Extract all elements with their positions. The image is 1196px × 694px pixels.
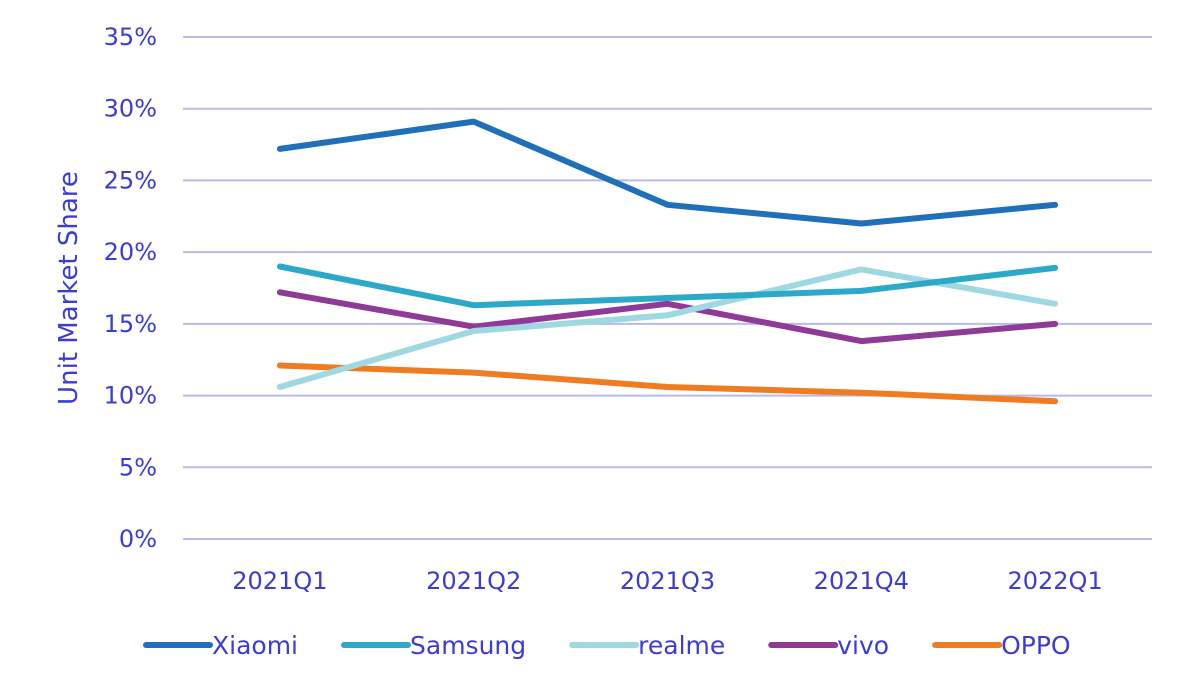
series-line-vivo bbox=[276, 289, 1059, 345]
series-line-oppo bbox=[276, 362, 1059, 405]
y-tick-label: 35% bbox=[104, 23, 157, 51]
y-tick-label: 5% bbox=[119, 453, 157, 481]
x-tick-label: 2021Q4 bbox=[814, 567, 909, 595]
y-tick-label: 0% bbox=[119, 525, 157, 553]
gridlines bbox=[183, 36, 1152, 540]
legend-label-samsung: Samsung bbox=[410, 631, 526, 660]
x-tick-label: 2021Q2 bbox=[426, 567, 521, 595]
y-tick-label: 15% bbox=[104, 310, 157, 338]
x-axis-ticks: 2021Q1 2021Q2 2021Q3 2021Q4 2022Q1 bbox=[232, 567, 1102, 595]
x-tick-label: 2021Q3 bbox=[620, 567, 715, 595]
y-tick-label: 20% bbox=[104, 238, 157, 266]
y-axis-title: Unit Market Share bbox=[54, 171, 84, 405]
series-line-samsung bbox=[276, 263, 1059, 309]
y-tick-label: 30% bbox=[104, 95, 157, 123]
series-lines bbox=[276, 118, 1059, 405]
legend-label-oppo: OPPO bbox=[1001, 631, 1071, 660]
x-tick-label: 2022Q1 bbox=[1007, 567, 1102, 595]
legend: Xiaomi Samsung realme vivo OPPO bbox=[143, 631, 1071, 660]
legend-label-xiaomi: Xiaomi bbox=[212, 631, 298, 660]
legend-label-vivo: vivo bbox=[837, 631, 889, 660]
y-tick-label: 10% bbox=[104, 382, 157, 410]
series-line-xiaomi bbox=[276, 118, 1059, 227]
x-tick-label: 2021Q1 bbox=[232, 567, 327, 595]
y-tick-label: 25% bbox=[104, 166, 157, 194]
legend-label-realme: realme bbox=[638, 631, 725, 660]
y-axis-ticks: 0% 5% 10% 15% 20% 25% 30% 35% bbox=[104, 23, 157, 553]
